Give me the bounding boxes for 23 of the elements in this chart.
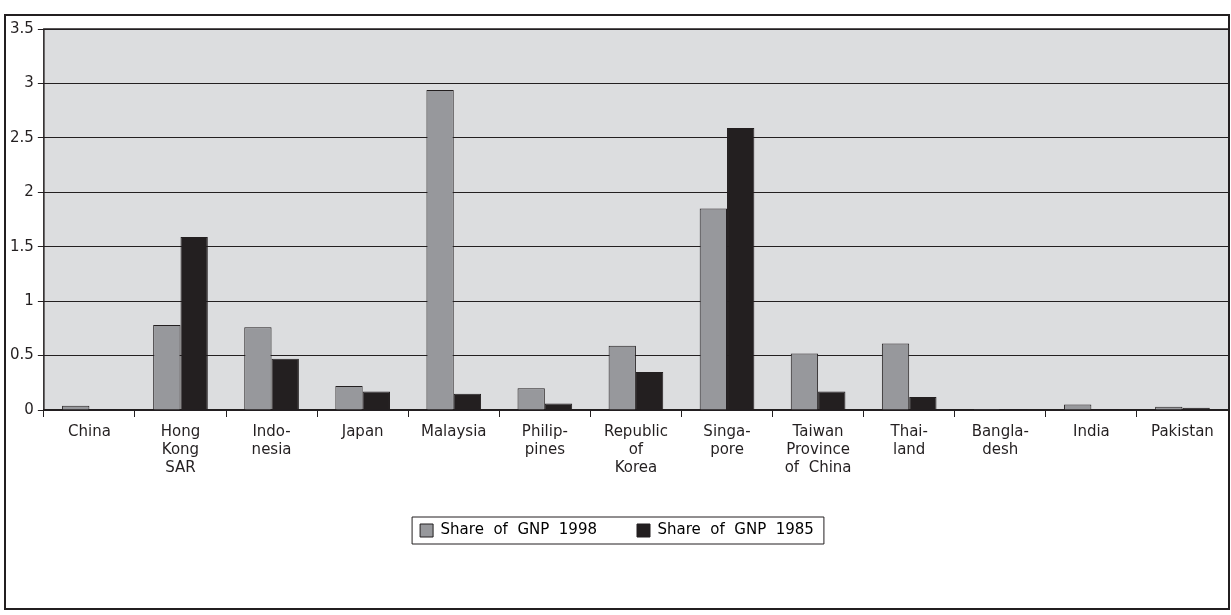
y-tick-label: 0: [24, 399, 34, 418]
x-tick-label: Indo- nesia: [251, 421, 292, 458]
legend-label: Share of GNP 1985: [657, 520, 814, 539]
y-tick-label: 3.5: [10, 18, 34, 37]
x-tick-label: Taiwan Province of China: [784, 421, 852, 476]
y-tick-label: 2: [24, 182, 34, 201]
y-tick-label: 0.5: [10, 345, 34, 364]
x-tick-label: Japan: [340, 421, 384, 440]
y-tick-label: 1: [24, 291, 34, 310]
x-tick-label: Bangla- desh: [971, 421, 1029, 458]
x-tick-label: Pakistan: [1151, 421, 1214, 440]
x-tick-label: Singa- pore: [703, 421, 751, 458]
x-tick-label: China: [67, 421, 111, 440]
x-tick-label: India: [1072, 421, 1110, 440]
x-tick-label: Philip- pines: [521, 421, 568, 458]
x-tick-label: Malaysia: [420, 421, 487, 440]
x-tick-label: Hong Kong SAR: [160, 421, 201, 476]
legend-label: Share of GNP 1998: [440, 520, 598, 539]
y-tick-label: 2.5: [10, 127, 34, 146]
y-tick-label: 3: [24, 73, 34, 92]
y-tick-label: 1.5: [10, 236, 34, 255]
x-tick-label: Thai- land: [889, 421, 928, 458]
x-tick-label: Republic of Korea: [603, 421, 668, 476]
